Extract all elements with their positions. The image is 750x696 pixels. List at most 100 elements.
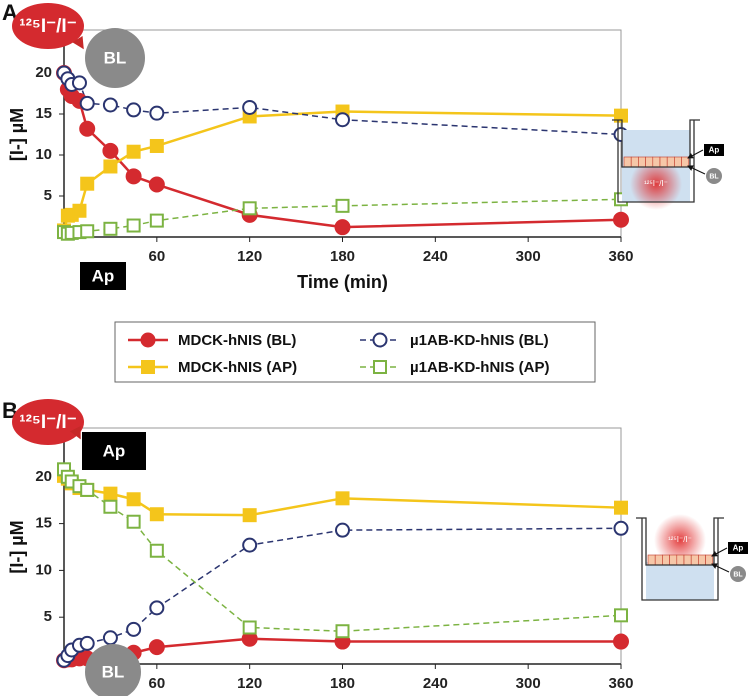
inset-cell (623, 156, 632, 168)
x-tick-label: 360 (608, 248, 633, 265)
inset-glow (630, 158, 682, 210)
data-point (335, 624, 350, 639)
y-tick-label: 10 (35, 146, 52, 163)
apical-badge (80, 262, 126, 290)
data-point (126, 514, 141, 529)
data-point (79, 635, 95, 651)
x-tick-label: 360 (608, 675, 633, 692)
data-point (149, 138, 164, 153)
basolateral-label: BL (102, 662, 125, 681)
inset-cell (654, 554, 663, 566)
x-tick-label: 300 (516, 675, 541, 692)
legend-marker (141, 360, 155, 374)
data-point (80, 482, 95, 497)
legend-marker (140, 332, 156, 348)
data-point (613, 633, 629, 650)
y-tick-label: 5 (44, 608, 52, 625)
data-point (614, 108, 628, 123)
legend-label: µ1AB-KD-hNIS (AP) (410, 359, 549, 376)
inset-pointer (711, 563, 730, 573)
x-tick-label: 240 (423, 248, 448, 265)
y-tick-label: 10 (35, 561, 52, 578)
inset: ¹²⁵I⁻/I⁻ Ap BL (636, 514, 748, 601)
data-point (335, 198, 350, 213)
y-axis-title: [I-] µM (7, 520, 27, 573)
apical-label: Ap (92, 266, 115, 285)
inset-cell (683, 554, 692, 566)
inset-cell (705, 554, 714, 566)
inset-cell (666, 156, 675, 168)
inset-cell (690, 554, 699, 566)
legend-label: MDCK-hNIS (AP) (178, 359, 297, 376)
x-axis-title: Time (min) (297, 272, 388, 292)
data-point (80, 224, 95, 239)
data-point (335, 112, 350, 128)
inset-glow (654, 514, 706, 566)
basolateral-label: BL (104, 48, 127, 67)
legend-marker (372, 332, 388, 348)
data-point (148, 176, 165, 193)
x-tick-label: 240 (423, 675, 448, 692)
inset-apical-badge (728, 542, 748, 554)
inset-basolateral-badge (706, 168, 722, 184)
inset-cell (674, 156, 682, 168)
data-point (614, 608, 628, 623)
inset-cell (676, 554, 685, 566)
data-point (335, 491, 350, 506)
data-point (242, 537, 258, 553)
inset-cell (669, 554, 678, 566)
x-tick-label: 120 (237, 248, 262, 265)
basolateral-badge (85, 28, 145, 88)
data-point (149, 507, 164, 522)
source-badge (12, 3, 84, 49)
x-tick-label: 60 (148, 248, 165, 265)
y-tick-label: 20 (35, 468, 52, 485)
inset-cell (662, 554, 670, 566)
legend-box (114, 321, 596, 383)
arrow (72, 35, 84, 50)
inset-source-label: ¹²⁵I⁻/I⁻ (644, 179, 668, 188)
data-point (126, 621, 142, 637)
inset-basolateral-label: BL (709, 173, 719, 180)
y-tick-label: 15 (35, 105, 52, 122)
inset-cell (659, 156, 668, 168)
inset-source-label: ¹²⁵I⁻/I⁻ (668, 535, 692, 544)
source-label: ¹²⁵I⁻/I⁻ (19, 16, 76, 37)
inset-apical-label: Ap (733, 544, 744, 553)
data-point (102, 630, 118, 646)
data-point (242, 201, 257, 216)
legend-label: MDCK-hNIS (BL) (178, 332, 296, 349)
data-point (126, 102, 142, 118)
legend-marker (373, 360, 387, 374)
data-point (102, 97, 118, 113)
data-point (242, 508, 257, 523)
data-point (149, 105, 165, 121)
data-point (125, 168, 142, 185)
x-tick-label: 60 (148, 675, 165, 692)
inset-well (612, 119, 700, 203)
data-point (103, 221, 118, 236)
data-point (72, 203, 87, 218)
data-point (614, 500, 628, 515)
inset-basolateral-label: BL (733, 571, 743, 578)
arrow (69, 425, 81, 440)
data-point (149, 543, 164, 558)
data-point (149, 600, 165, 616)
data-point (335, 522, 350, 538)
data-point (80, 176, 95, 191)
data-point (149, 213, 164, 228)
data-point (334, 219, 351, 236)
legend-label: µ1AB-KD-hNIS (BL) (410, 332, 549, 349)
inset-pointer (711, 547, 728, 557)
data-point (613, 211, 629, 228)
source-badge (12, 399, 84, 445)
apical-label: Ap (103, 441, 126, 460)
inset-cell (647, 554, 656, 566)
y-tick-label: 20 (35, 64, 52, 81)
data-point (102, 142, 119, 159)
data-point (79, 95, 95, 111)
x-tick-label: 180 (330, 675, 355, 692)
inset-cell (652, 156, 661, 168)
data-point (242, 620, 257, 635)
